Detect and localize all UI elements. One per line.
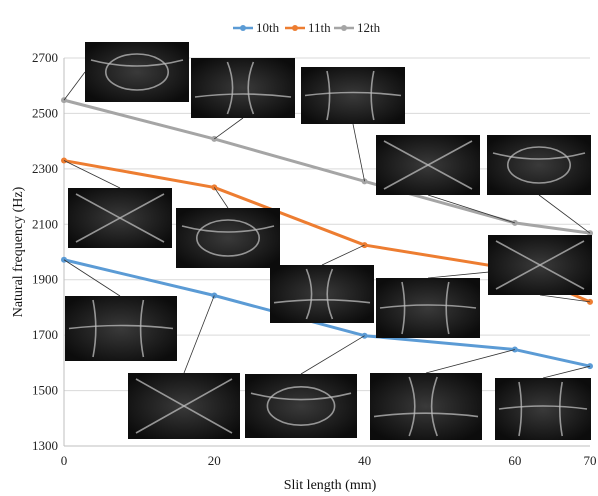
mode-shape-image-11th-x0 bbox=[68, 188, 172, 248]
legend-entry-10th: 10th bbox=[233, 20, 280, 35]
leader-10th-x0 bbox=[63, 259, 121, 297]
tick-labels: 1300 1500 1700 1900 2100 2300 2500 2700 0 20 40 60 7… bbox=[32, 50, 597, 468]
y-tick-label-1900: 1900 bbox=[32, 272, 58, 287]
x-tick-label-60: 60 bbox=[508, 453, 521, 468]
mode-shape-image-10th-x70 bbox=[495, 378, 591, 440]
legend-label-12th: 12th bbox=[357, 20, 381, 35]
point-10th-x0 bbox=[61, 256, 67, 263]
mode-shape-image-11th-x20 bbox=[176, 208, 280, 268]
x-axis-title: Slit length (mm) bbox=[284, 478, 377, 493]
y-tick-label-2300: 2300 bbox=[32, 161, 58, 176]
legend-entry-12th: 12th bbox=[334, 20, 381, 35]
mode-shape-image-10th-x0 bbox=[65, 296, 177, 361]
y-tick-label-2700: 2700 bbox=[32, 50, 58, 65]
leader-10th-x40 bbox=[300, 335, 365, 375]
leader-12th-x60 bbox=[427, 194, 515, 224]
leader-11th-x40 bbox=[321, 244, 365, 266]
mode-shape-image-12th-x70 bbox=[487, 135, 591, 195]
legend-entry-11th: 11th bbox=[285, 20, 331, 35]
y-axis-title: Natural frequency (Hz) bbox=[11, 186, 26, 317]
leader-12th-x40 bbox=[352, 123, 365, 182]
legend-label-11th: 11th bbox=[308, 20, 331, 35]
mode-shape-image-11th-x40 bbox=[270, 265, 374, 323]
mode-shape-image-10th-x20 bbox=[128, 373, 240, 439]
mode-shape-image-12th-x20 bbox=[191, 58, 295, 118]
leader-11th-x70 bbox=[539, 294, 591, 303]
mode-shape-image-12th-x40 bbox=[301, 67, 405, 124]
mode-shape-image-12th-x60 bbox=[376, 135, 480, 195]
x-tick-label-20: 20 bbox=[208, 453, 221, 468]
leader-11th-x0 bbox=[63, 160, 121, 189]
x-tick-label-70: 70 bbox=[584, 453, 597, 468]
leader-10th-x60 bbox=[425, 349, 515, 374]
leader-12th-x20 bbox=[214, 117, 244, 140]
y-tick-label-1700: 1700 bbox=[32, 327, 58, 342]
x-tick-label-0: 0 bbox=[61, 453, 68, 468]
y-tick-label-2100: 2100 bbox=[32, 216, 58, 231]
x-tick-label-40: 40 bbox=[358, 453, 371, 468]
leader-10th-x20 bbox=[183, 295, 215, 374]
leader-10th-x70 bbox=[542, 365, 591, 379]
leader-12th-x0 bbox=[63, 71, 86, 101]
leader-11th-x20 bbox=[213, 187, 229, 209]
mode-shape-image-10th-x40 bbox=[245, 374, 357, 438]
mode-shape-image-11th-x70 bbox=[488, 235, 592, 295]
legend-label-10th: 10th bbox=[256, 20, 280, 35]
mode-shape-insets bbox=[65, 42, 592, 440]
leader-12th-x70 bbox=[538, 194, 591, 234]
axes bbox=[63, 58, 590, 447]
mode-shape-image-12th-x0 bbox=[85, 42, 189, 102]
mode-shape-image-11th-x60 bbox=[376, 278, 480, 338]
y-tick-label-1300: 1300 bbox=[32, 438, 58, 453]
y-tick-label-1500: 1500 bbox=[32, 383, 58, 398]
y-tick-label-2500: 2500 bbox=[32, 105, 58, 120]
mode-shape-image-10th-x60 bbox=[370, 373, 482, 440]
legend: 10th 11th 12th bbox=[233, 20, 381, 35]
